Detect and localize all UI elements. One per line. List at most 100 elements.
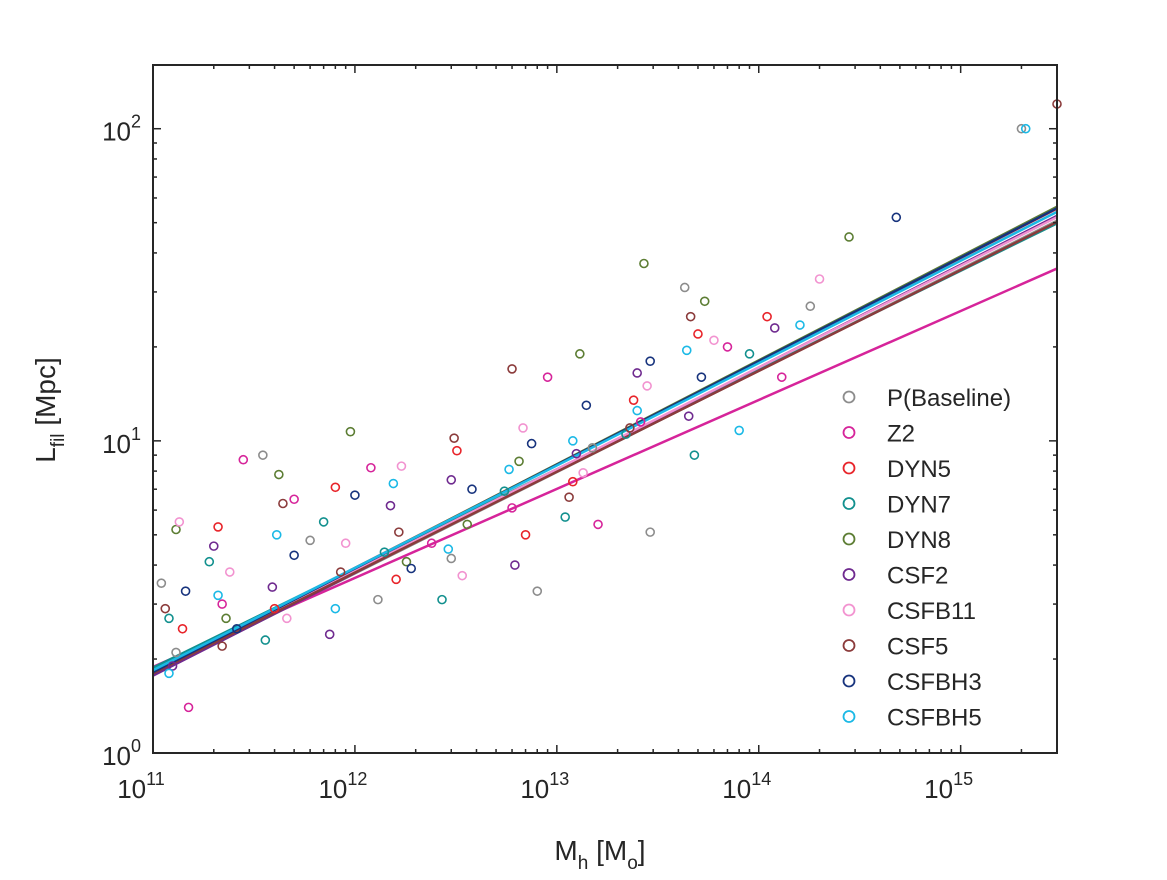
data-point-1-0	[183, 702, 194, 713]
legend-marker-2	[842, 461, 856, 475]
y-tick-label-2: 102	[102, 112, 141, 147]
data-point-0-0	[156, 578, 167, 588]
data-point-6-5	[457, 570, 468, 581]
legend-label-2: DYN5	[887, 456, 951, 483]
data-point-9-12	[1020, 123, 1031, 134]
data-point-0-3	[305, 535, 315, 546]
legend-label-3: DYN7	[887, 492, 951, 519]
legend-label-5: CSF2	[887, 563, 948, 590]
fit-line-1	[152, 267, 1058, 668]
data-point-2-1	[213, 522, 223, 532]
data-point-1-9	[635, 417, 646, 427]
data-point-4-3	[345, 426, 356, 437]
legend-label-0: P(Baseline)	[887, 385, 1011, 412]
plot-frame	[152, 64, 1058, 754]
data-point-1-7	[542, 372, 553, 382]
data-point-1-3	[289, 494, 299, 505]
data-point-9-3	[330, 603, 341, 614]
fit-line-9	[152, 210, 1058, 672]
data-point-2-3	[330, 482, 341, 493]
data-point-8-8	[645, 356, 655, 366]
data-point-6-1	[224, 567, 235, 577]
legend-marker-3	[842, 497, 856, 510]
legend-marker-6	[842, 603, 856, 617]
data-point-7-9	[685, 311, 696, 322]
data-point-2-7	[568, 476, 578, 487]
data-point-6-4	[396, 461, 407, 471]
legend-marker-9	[842, 710, 856, 723]
data-point-1-8	[593, 519, 603, 530]
data-point-3-4	[379, 547, 390, 557]
data-point-5-4	[385, 500, 396, 511]
data-point-8-7	[581, 400, 592, 411]
data-point-3-2	[260, 635, 271, 645]
data-point-3-9	[689, 450, 700, 460]
data-point-9-9	[681, 345, 692, 356]
data-point-2-2	[269, 603, 280, 614]
data-point-7-3	[335, 567, 346, 577]
legend-label-1: Z2	[887, 421, 915, 448]
axis-ticks: 1011 1012 1013 1014 1015 100 101 102	[102, 65, 1058, 804]
data-point-9-2	[271, 530, 282, 540]
data-point-1-4	[366, 462, 376, 473]
data-point-2-5	[452, 445, 462, 456]
data-point-3-10	[744, 349, 755, 359]
data-point-0-5	[446, 553, 457, 564]
data-point-5-1	[208, 541, 219, 551]
data-point-4-9	[699, 296, 710, 307]
data-point-2-9	[693, 329, 703, 339]
fit-line-7	[152, 220, 1058, 675]
x-tick-label-0: 1011	[117, 769, 165, 804]
data-point-3-3	[318, 517, 329, 527]
data-point-3-1	[204, 556, 215, 567]
data-point-4-5	[462, 519, 473, 530]
data-point-5-7	[571, 448, 582, 459]
y-tick-label-0: 100	[102, 736, 141, 771]
data-point-0-11	[1016, 123, 1027, 134]
data-point-0-6	[532, 586, 543, 596]
legend-marker-1	[842, 426, 856, 439]
data-point-2-0	[177, 623, 188, 634]
data-point-8-9	[696, 372, 707, 382]
y-axis-label: Lfil [Mpc]	[30, 357, 69, 463]
data-point-7-6	[507, 364, 517, 374]
data-point-8-5	[467, 484, 477, 495]
data-point-4-4	[401, 556, 412, 567]
data-point-2-4	[391, 574, 401, 585]
data-point-7-0	[160, 603, 171, 614]
legend-label-4: DYN8	[887, 527, 951, 554]
data-point-9-6	[504, 464, 514, 475]
data-point-3-0	[164, 613, 174, 624]
data-point-7-2	[278, 498, 288, 509]
data-point-9-11	[795, 320, 805, 330]
data-point-5-9	[683, 411, 694, 421]
data-point-7-7	[564, 492, 574, 502]
data-point-0-10	[805, 301, 816, 312]
x-tick-label-4: 1015	[924, 769, 973, 804]
data-point-8-4	[406, 563, 417, 574]
data-point-8-2	[289, 550, 299, 561]
data-point-0-1	[171, 647, 181, 658]
data-point-3-5	[437, 594, 447, 605]
data-point-7-4	[394, 527, 404, 537]
data-point-5-0	[167, 661, 178, 671]
data-point-9-7	[568, 436, 578, 446]
data-point-1-6	[507, 503, 517, 513]
data-point-2-8	[628, 395, 639, 405]
data-point-8-3	[350, 490, 360, 500]
legend-marker-5	[842, 568, 856, 581]
data-point-5-6	[510, 560, 520, 570]
data-point-1-2	[238, 454, 249, 465]
legend-label-7: CSF5	[887, 634, 948, 661]
data-point-9-4	[388, 478, 399, 489]
data-point-6-10	[814, 274, 825, 284]
data-point-8-1	[231, 623, 242, 634]
data-point-4-1	[221, 613, 231, 624]
legend-marker-0	[842, 390, 856, 404]
data-point-4-7	[575, 349, 585, 359]
data-point-4-2	[274, 469, 284, 480]
data-point-2-6	[520, 530, 531, 540]
data-point-6-3	[340, 538, 351, 549]
data-point-6-8	[642, 381, 652, 391]
